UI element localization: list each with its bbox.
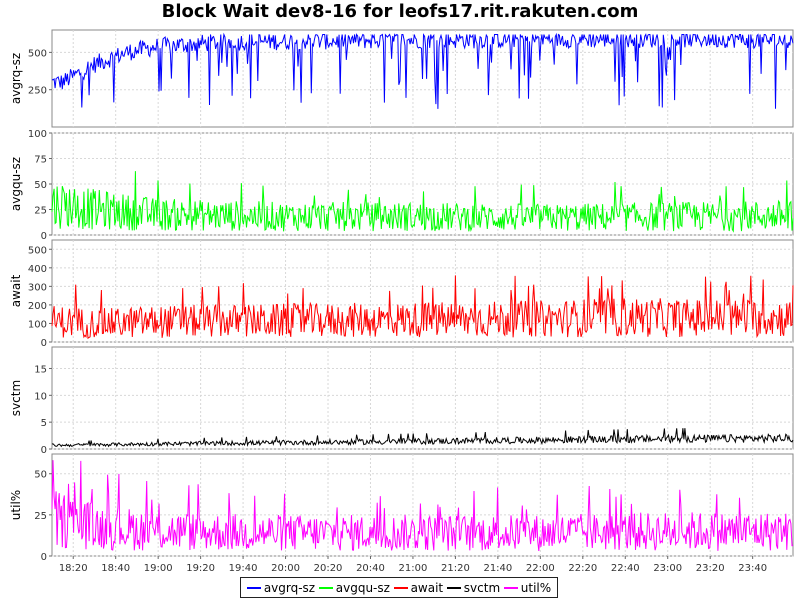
y-tick-label: 500 <box>28 245 47 256</box>
x-tick-label: 21:40 <box>483 563 512 574</box>
y-axis-label: svctm <box>9 380 23 416</box>
y-tick-label: 15 <box>34 364 47 375</box>
panel-frame <box>51 346 794 450</box>
y-tick-label: 50 <box>34 470 47 481</box>
x-tick-label: 22:20 <box>568 563 597 574</box>
y-tick-label: 10 <box>34 391 47 402</box>
y-tick-label: 100 <box>28 129 47 140</box>
y-tick-label: 25 <box>34 206 47 217</box>
panel-frame <box>51 453 794 557</box>
legend-item-await: await <box>393 580 444 595</box>
y-tick-label: 300 <box>28 282 47 293</box>
legend-label: avgrq-sz <box>263 580 316 595</box>
y-tick-label: 400 <box>28 264 47 275</box>
y-tick-label: 25 <box>34 511 47 522</box>
legend-swatch <box>393 586 408 589</box>
x-tick-label: 22:40 <box>611 563 640 574</box>
series-line-svctm <box>51 428 794 448</box>
legend: avgrq-sz avgqu-sz await svctm util% <box>240 577 558 598</box>
y-tick-label: 200 <box>28 301 47 312</box>
y-axis-label: await <box>9 274 23 307</box>
legend-item-util: util% <box>503 580 552 595</box>
series-line-avgrq-sz <box>51 32 794 109</box>
x-tick-label: 18:40 <box>101 563 130 574</box>
y-tick-label: 0 <box>41 552 47 563</box>
legend-label: await <box>410 580 444 595</box>
y-axis-label: util% <box>9 490 23 520</box>
x-tick-label: 19:00 <box>144 563 173 574</box>
x-tick-label: 20:20 <box>314 563 343 574</box>
y-tick-label: 5 <box>41 418 47 429</box>
legend-item-avgqu-sz: avgqu-sz <box>318 580 390 595</box>
x-tick-label: 21:20 <box>441 563 470 574</box>
y-tick-label: 100 <box>28 319 47 330</box>
x-tick-label: 23:00 <box>653 563 682 574</box>
x-tick-label: 20:40 <box>356 563 385 574</box>
y-axis-label: avgrq-sz <box>9 53 23 104</box>
x-tick-label: 21:00 <box>399 563 428 574</box>
x-tick-label: 18:20 <box>59 563 88 574</box>
x-tick-label: 19:40 <box>229 563 258 574</box>
y-tick-label: 500 <box>28 48 47 59</box>
legend-label: avgqu-sz <box>335 580 390 595</box>
legend-swatch <box>246 586 261 589</box>
x-tick-label: 23:40 <box>738 563 767 574</box>
series-line-avgqu-sz <box>51 171 794 233</box>
y-tick-label: 75 <box>34 155 47 166</box>
legend-swatch <box>446 586 461 589</box>
series-line-util% <box>51 460 794 552</box>
x-tick-label: 20:00 <box>271 563 300 574</box>
legend-item-avgrq-sz: avgrq-sz <box>246 580 316 595</box>
x-tick-label: 23:20 <box>696 563 725 574</box>
x-tick-label: 22:00 <box>526 563 555 574</box>
legend-label: svctm <box>463 580 501 595</box>
legend-label: util% <box>520 580 552 595</box>
legend-swatch <box>503 586 518 589</box>
chart-title: Block Wait dev8-16 for leofs17.rit.rakut… <box>161 1 639 22</box>
y-tick-label: 0 <box>41 445 47 456</box>
x-tick-label: 19:20 <box>186 563 215 574</box>
legend-swatch <box>318 586 333 589</box>
y-tick-label: 0 <box>41 231 47 242</box>
y-tick-label: 50 <box>34 180 47 191</box>
y-tick-label: 0 <box>41 338 47 349</box>
legend-item-svctm: svctm <box>446 580 501 595</box>
series-line-await <box>51 275 794 340</box>
y-axis-label: avgqu-sz <box>9 157 23 211</box>
y-tick-label: 250 <box>28 86 47 97</box>
